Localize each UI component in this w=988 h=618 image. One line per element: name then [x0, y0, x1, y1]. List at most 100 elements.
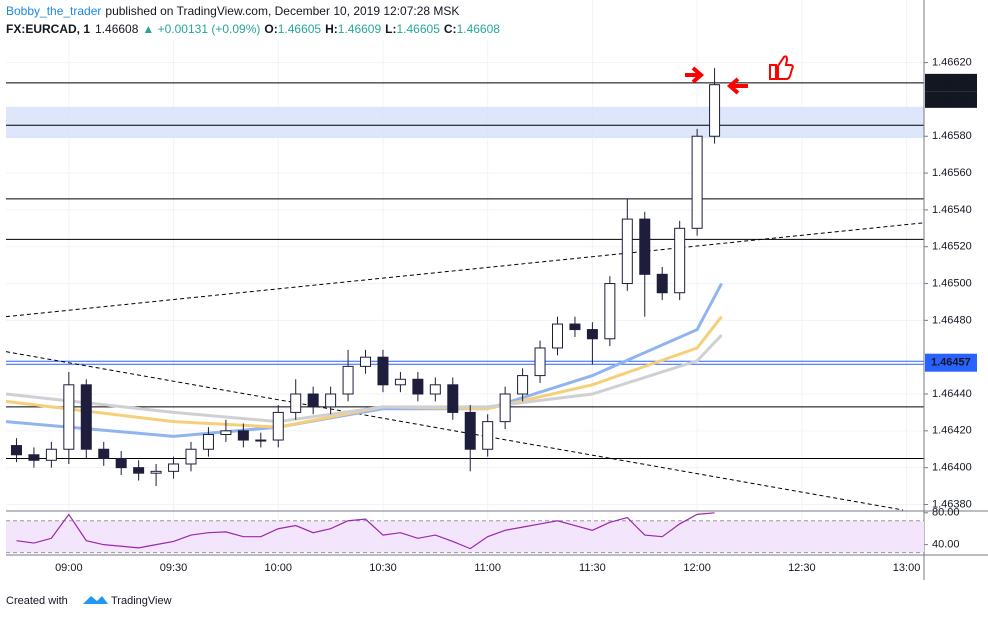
x-tick-label: 12:00 [683, 562, 711, 574]
l-value: 1.46605 [397, 22, 441, 36]
candle-body [604, 283, 616, 340]
candle-body [237, 430, 249, 441]
candle-body [534, 347, 546, 377]
y-tick-label: 1.46620 [932, 57, 972, 69]
rsi-tick-label: 80.00 [932, 507, 960, 519]
zone [6, 106, 924, 139]
plot [5, 0, 925, 555]
candle-body [429, 384, 441, 395]
change: ▲ +0.00131 (+0.09%) [142, 22, 260, 36]
l-label: L: [385, 22, 396, 36]
candle-body [255, 439, 267, 442]
footer-created: Created with [6, 595, 68, 607]
candle-body [307, 393, 319, 408]
y-tick-label: 1.46440 [932, 388, 972, 400]
o-label: O: [264, 22, 277, 36]
candle-body [325, 393, 337, 408]
candle-body [691, 135, 703, 229]
candle-body [621, 218, 633, 285]
candle-body [639, 218, 651, 275]
y-tick-label: 1.46380 [932, 498, 972, 510]
arrow-left [726, 77, 748, 95]
candle-body [551, 323, 563, 349]
candle-body [115, 457, 127, 469]
x-tick-label: 10:30 [369, 562, 397, 574]
candle-body [185, 448, 197, 465]
candle-body [133, 467, 145, 474]
y-tick-label: 1.46400 [932, 462, 972, 474]
x-tick-label: 11:30 [579, 562, 606, 574]
candle-body [586, 329, 598, 340]
candle-body [569, 323, 581, 331]
candle-body [168, 463, 180, 472]
countdown-tag [925, 91, 977, 108]
candle-body [482, 421, 494, 450]
rsi-band [6, 520, 924, 553]
moving-average [5, 334, 723, 424]
header-bg [6, 0, 506, 40]
y-tick-label: 1.46500 [932, 277, 972, 289]
candle-body [28, 454, 40, 461]
candle-body [80, 384, 92, 450]
support-label: 1.46457 [931, 357, 971, 369]
y-tick-label: 1.46480 [932, 314, 972, 326]
author: Bobby_the_trader [6, 4, 101, 18]
y-tick-label: 1.46520 [932, 241, 972, 253]
candle-body [220, 430, 232, 436]
h-label: H: [325, 22, 338, 36]
published: published on TradingView.com, December 1… [105, 4, 459, 18]
rsi-line [16, 512, 715, 550]
candle-body [360, 356, 372, 367]
x-tick-label: 11:00 [474, 562, 501, 574]
trendline [5, 351, 904, 511]
x-tick-label: 09:00 [55, 562, 83, 574]
candle-body [656, 273, 668, 294]
candle-body [412, 378, 424, 395]
candle-body [709, 84, 721, 137]
y-tick-label: 1.46580 [932, 130, 972, 142]
o-value: 1.46605 [278, 22, 322, 36]
candle-body [499, 393, 511, 423]
tv-logo [83, 596, 108, 604]
thumbs-up [769, 55, 794, 80]
last-price-label: 1.46608 [931, 77, 971, 89]
x-tick-label: 09:30 [160, 562, 188, 574]
candle-body [377, 356, 389, 386]
candle-body [447, 384, 459, 413]
arrow-right [685, 66, 705, 84]
rsi-tick-label: 40.00 [932, 539, 960, 551]
candle-body [674, 227, 686, 294]
candle-body [464, 411, 476, 450]
y-tick-label: 1.46420 [932, 425, 972, 437]
arrows [685, 66, 748, 95]
c-label: C: [444, 22, 457, 36]
candle-body [98, 448, 110, 459]
y-tick-label: 1.46540 [932, 204, 972, 216]
candle-body [342, 365, 354, 395]
c-value: 1.46608 [457, 22, 501, 36]
candle-body [290, 393, 302, 413]
footer-brand: TradingView [111, 595, 172, 607]
candle-body [272, 411, 284, 441]
x-tick-label: 12:30 [788, 562, 816, 574]
header-line1: Bobby_the_trader published on TradingView… [6, 4, 459, 18]
y-tick-label: 1.46560 [932, 167, 972, 179]
candle-body [10, 445, 22, 456]
candle-body [394, 378, 406, 386]
candle-body [150, 470, 162, 474]
countdown-label: 00:33 [940, 94, 968, 106]
header-line2: FX:EURCAD, 1 1.46608 ▲ +0.00131 (+0.09%) O:… [6, 22, 500, 36]
symbol: FX:EURCAD, 1 [6, 22, 90, 36]
last-price-tag [925, 73, 977, 92]
last-price: 1.46608 [95, 22, 139, 36]
x-tick-label: 13:00 [893, 562, 921, 574]
candle-body [517, 375, 529, 395]
h-value: 1.46609 [338, 22, 382, 36]
candle-body [63, 384, 75, 450]
x-tick-label: 10:00 [264, 562, 292, 574]
candle-body [45, 448, 57, 461]
candle-body [202, 434, 214, 450]
